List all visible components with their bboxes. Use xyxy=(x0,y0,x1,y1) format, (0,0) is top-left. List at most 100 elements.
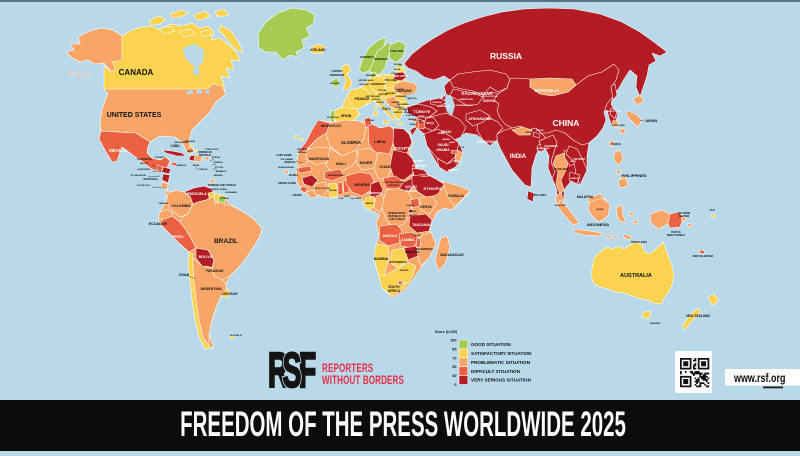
svg-text:KAZAKHSTAN: KAZAKHSTAN xyxy=(462,91,493,96)
svg-text:CYPRUS: CYPRUS xyxy=(417,122,424,124)
svg-text:LATVIA: LATVIA xyxy=(394,68,401,71)
svg-text:LIBYA: LIBYA xyxy=(374,139,386,144)
svg-text:BHUTAN: BHUTAN xyxy=(536,129,544,132)
svg-text:0: 0 xyxy=(454,383,456,387)
svg-text:EQ. GUINEA: EQ. GUINEA xyxy=(351,197,362,200)
svg-text:NEW GUINEA: NEW GUINEA xyxy=(667,233,685,237)
svg-text:QATAR: QATAR xyxy=(449,141,456,144)
svg-text:THAILAND: THAILAND xyxy=(554,167,568,171)
svg-text:PHILIPPINES: PHILIPPINES xyxy=(622,173,647,178)
svg-text:NICARAGUA: NICARAGUA xyxy=(143,178,158,181)
svg-text:SOUTH KOREA: SOUTH KOREA xyxy=(611,124,625,127)
svg-text:ROMANIA: ROMANIA xyxy=(396,95,407,98)
svg-text:KINGDOM: KINGDOM xyxy=(330,73,345,77)
svg-text:CROATIA: CROATIA xyxy=(376,101,384,104)
svg-text:AZERBAIJAN: AZERBAIJAN xyxy=(438,105,451,108)
svg-text:GABON: GABON xyxy=(365,202,374,205)
svg-text:ARUBA: ARUBA xyxy=(193,164,200,167)
svg-text:SLOVENIA: SLOVENIA xyxy=(372,98,381,101)
svg-text:BAHRAIN: BAHRAIN xyxy=(442,138,450,141)
svg-text:NIGERIA: NIGERIA xyxy=(354,183,370,187)
svg-text:URUGUAY: URUGUAY xyxy=(222,292,239,296)
svg-text:DOMINICAN: DOMINICAN xyxy=(198,151,212,154)
svg-text:ESTONIA: ESTONIA xyxy=(394,63,403,66)
svg-text:SURINAME: SURINAME xyxy=(225,191,237,194)
svg-text:AFGHANISTAN: AFGHANISTAN xyxy=(469,117,493,121)
svg-text:IRELAND: IRELAND xyxy=(330,82,340,85)
svg-text:TURKMENISTAN: TURKMENISTAN xyxy=(455,104,473,107)
svg-text:RWANDA: RWANDA xyxy=(409,210,417,213)
svg-text:KOSOVO: KOSOVO xyxy=(413,106,421,108)
svg-text:GREECE: GREECE xyxy=(393,112,403,114)
svg-text:KENYA: KENYA xyxy=(420,205,432,209)
svg-text:OMAN: OMAN xyxy=(454,160,461,163)
svg-text:CANADA: CANADA xyxy=(119,68,154,77)
svg-text:PUERTO RICO: PUERTO RICO xyxy=(205,149,219,151)
svg-text:THE CONGO: THE CONGO xyxy=(389,217,405,221)
svg-text:GUINEA: GUINEA xyxy=(289,174,299,177)
svg-text:ISRAEL: ISRAEL xyxy=(410,123,417,126)
svg-text:TANZANIA: TANZANIA xyxy=(412,223,431,227)
svg-text:SLOVAKIA: SLOVAKIA xyxy=(396,88,405,91)
svg-text:SRI LANKA: SRI LANKA xyxy=(533,194,546,197)
svg-text:SUDAN: SUDAN xyxy=(412,163,426,168)
svg-text:40: 40 xyxy=(452,374,456,378)
svg-text:EL SALVADOR: EL SALVADOR xyxy=(131,174,147,177)
svg-text:85: 85 xyxy=(452,347,456,351)
svg-text:NIGER: NIGER xyxy=(360,160,373,165)
svg-text:PERU: PERU xyxy=(172,234,183,239)
svg-text:KYRGYZSTAN: KYRGYZSTAN xyxy=(483,95,498,98)
svg-text:ESWATINI: ESWATINI xyxy=(400,269,409,272)
svg-text:THE BAHAMAS: THE BAHAMAS xyxy=(174,141,189,144)
svg-text:ISLANDS: ISLANDS xyxy=(679,215,690,218)
svg-text:CHINA: CHINA xyxy=(553,118,580,128)
svg-text:LESOTHO: LESOTHO xyxy=(399,283,408,285)
svg-text:SERBIA: SERBIA xyxy=(391,101,399,104)
svg-text:PORTUGAL: PORTUGAL xyxy=(327,116,340,119)
svg-text:GERMANY: GERMANY xyxy=(370,82,385,86)
svg-text:GRENADA: GRENADA xyxy=(213,174,223,177)
svg-text:Score (0-100): Score (0-100) xyxy=(435,330,457,334)
svg-text:BURUNDI: BURUNDI xyxy=(410,215,418,217)
svg-text:BOSNIA: BOSNIA xyxy=(395,106,402,109)
svg-text:BOLIVIA: BOLIVIA xyxy=(199,255,214,259)
svg-text:COLOMBIA: COLOMBIA xyxy=(171,204,191,208)
svg-text:100: 100 xyxy=(450,339,456,343)
svg-text:BRAZIL: BRAZIL xyxy=(214,238,238,245)
svg-text:TUNISIA: TUNISIA xyxy=(366,119,374,122)
svg-text:COSTA RICA: COSTA RICA xyxy=(137,184,151,187)
svg-text:ZAMBIA: ZAMBIA xyxy=(401,238,415,242)
svg-text:PAPUA: PAPUA xyxy=(671,230,681,234)
svg-text:GEORGIA: GEORGIA xyxy=(432,101,442,104)
svg-text:SWEDEN: SWEDEN xyxy=(374,57,387,61)
svg-text:IRAN: IRAN xyxy=(441,129,451,134)
svg-text:FIJI: FIJI xyxy=(710,208,715,212)
svg-text:UNITED STATES: UNITED STATES xyxy=(107,112,162,119)
svg-text:AFRICA: AFRICA xyxy=(388,289,401,293)
svg-text:BARBADOS: BARBADOS xyxy=(216,170,227,173)
svg-text:70: 70 xyxy=(452,356,456,360)
svg-text:BULGARIA: BULGARIA xyxy=(397,103,409,106)
svg-text:S: S xyxy=(283,344,302,398)
svg-text:MALI: MALI xyxy=(336,161,346,166)
svg-text:SPAIN: SPAIN xyxy=(341,114,352,118)
svg-text:S: S xyxy=(283,344,302,398)
svg-text:VIETNAM: VIETNAM xyxy=(573,157,585,161)
svg-text:SAUDI: SAUDI xyxy=(438,143,449,147)
svg-text:U.A.E.: U.A.E. xyxy=(459,146,465,149)
svg-text:SINGAPORE: SINGAPORE xyxy=(555,204,567,207)
svg-text:R: R xyxy=(268,344,289,398)
svg-text:CAYMAN IS.: CAYMAN IS. xyxy=(155,156,166,159)
svg-text:PROBLEMATIC SITUATION: PROBLEMATIC SITUATION xyxy=(471,360,531,365)
svg-text:REPORTERS: REPORTERS xyxy=(322,363,373,376)
svg-text:CHILE: CHILE xyxy=(179,273,190,277)
svg-text:NAMIBIA: NAMIBIA xyxy=(374,257,389,261)
svg-text:SOLOMON: SOLOMON xyxy=(678,212,691,215)
svg-text:HAITI: HAITI xyxy=(187,150,194,153)
svg-text:NEW CALEDONIA: NEW CALEDONIA xyxy=(693,255,714,258)
svg-text:NETHERLANDS: NETHERLANDS xyxy=(358,79,374,82)
svg-text:LAOS: LAOS xyxy=(570,160,577,163)
svg-text:TASMANIA: TASMANIA xyxy=(650,322,661,325)
svg-text:TOGO: TOGO xyxy=(338,198,344,200)
svg-text:SOMALIA: SOMALIA xyxy=(448,194,464,198)
